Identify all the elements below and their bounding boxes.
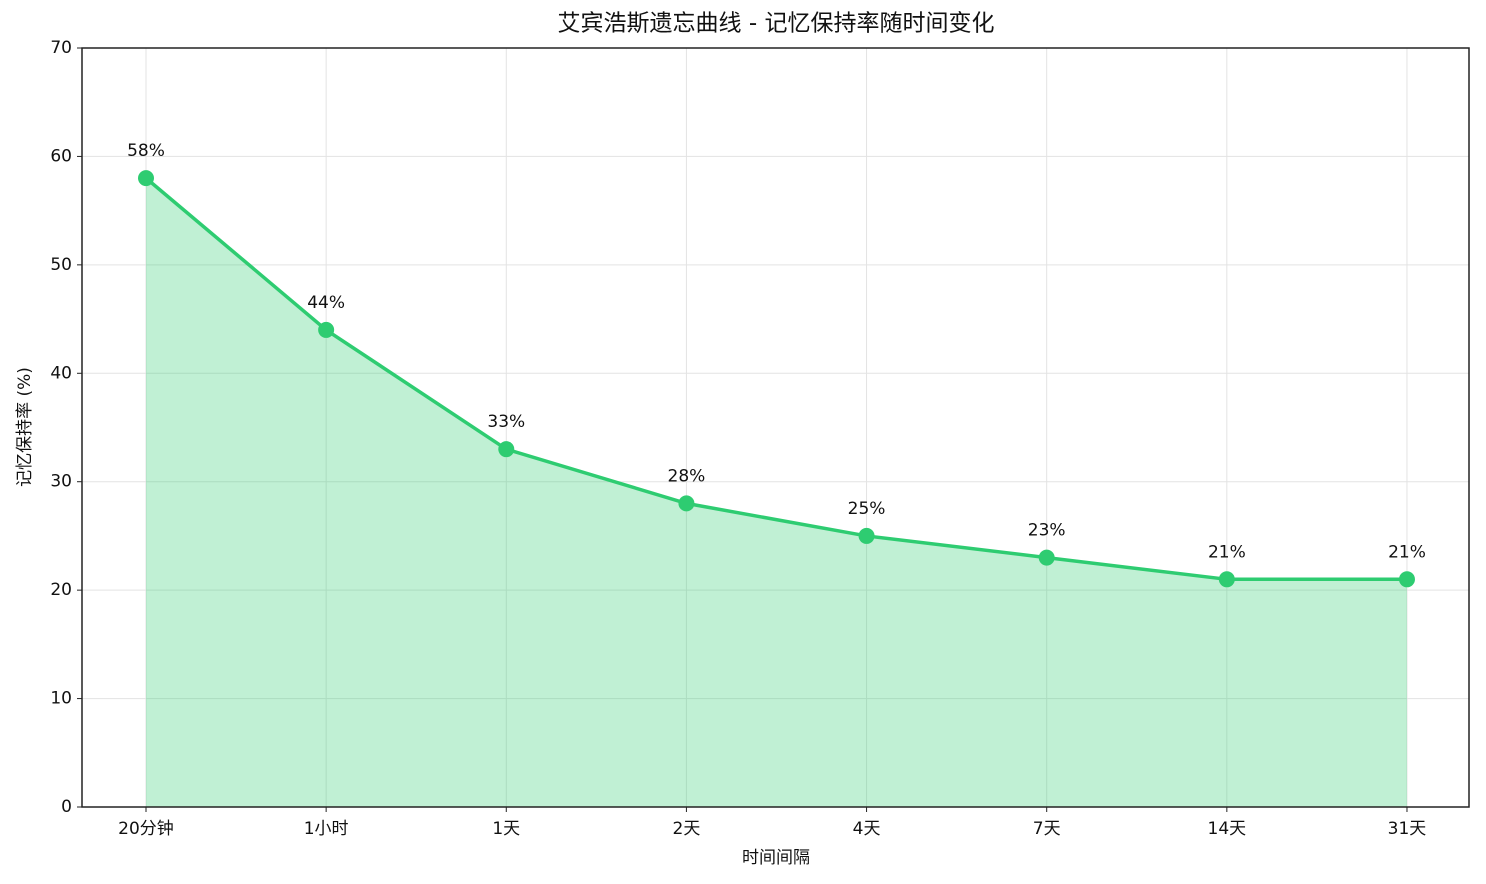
x-tick-label: 1天: [492, 819, 520, 839]
x-tick-label: 31天: [1388, 819, 1427, 839]
data-label: 23%: [1028, 521, 1066, 541]
x-axis-label: 时间间隔: [742, 848, 810, 868]
y-tick-label: 30: [50, 472, 72, 492]
data-label: 21%: [1388, 542, 1426, 562]
point: [498, 441, 515, 458]
point: [1038, 549, 1055, 566]
point: [678, 495, 695, 512]
y-tick-label: 20: [50, 580, 72, 600]
y-tick-label: 40: [50, 363, 72, 383]
x-tick-label: 7天: [1033, 819, 1061, 839]
y-tick-label: 70: [50, 38, 72, 58]
point: [1218, 571, 1235, 588]
area: [146, 178, 1407, 808]
point: [138, 170, 154, 187]
x-tick-label: 1小时: [304, 819, 349, 839]
x-tick-label: 2天: [673, 819, 701, 839]
plot-frame: [81, 47, 1470, 808]
point: [1398, 571, 1415, 588]
data-label: 58%: [127, 141, 165, 161]
y-tick-label: 0: [61, 797, 72, 817]
data-label: 44%: [307, 293, 345, 313]
y-tick-label: 50: [50, 255, 72, 275]
data-label: 28%: [668, 466, 706, 486]
data-label: 25%: [848, 499, 886, 519]
data-label: 33%: [487, 412, 525, 432]
line: [144, 176, 1407, 582]
y-axis-label: 记忆保持率 (%): [15, 367, 35, 487]
y-tick-label: 10: [50, 689, 72, 709]
chart-title: 艾宾浩斯遗忘曲线 - 记忆保持率随时间变化: [558, 11, 995, 37]
x-tick-label: 14天: [1208, 819, 1247, 839]
data-label: 21%: [1208, 542, 1246, 562]
y-tick-label: 60: [50, 146, 72, 166]
point: [318, 321, 335, 338]
x-tick-label: 4天: [853, 819, 881, 839]
point: [858, 527, 875, 544]
x-tick-label: 20分钟: [118, 819, 174, 839]
